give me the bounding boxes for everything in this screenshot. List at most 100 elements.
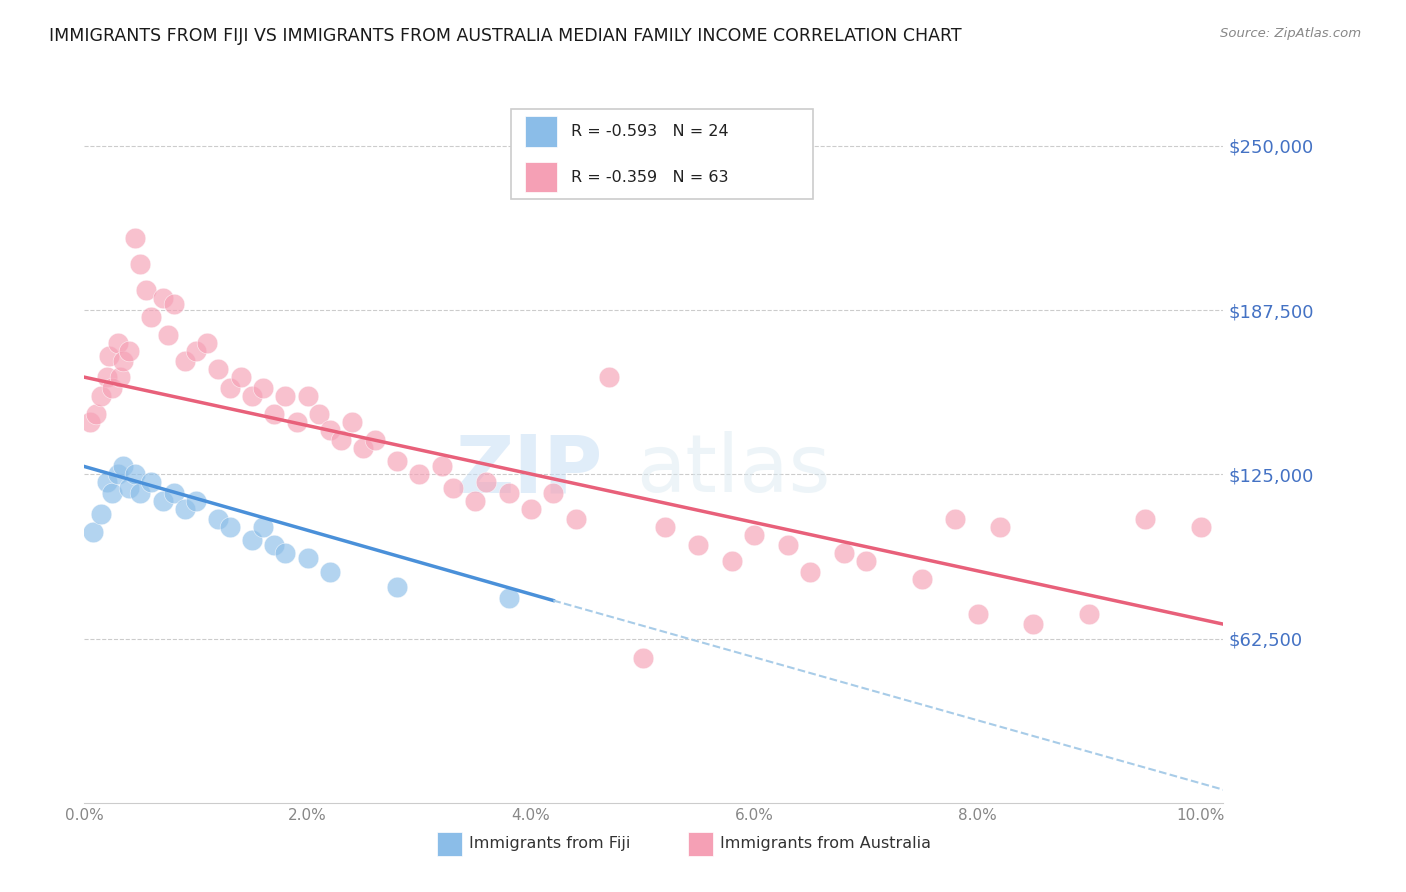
Point bbox=[330, 434, 353, 448]
Point bbox=[911, 573, 934, 587]
Point bbox=[654, 520, 676, 534]
Text: ZIP: ZIP bbox=[456, 432, 603, 509]
Point bbox=[112, 459, 135, 474]
Point bbox=[152, 493, 174, 508]
Point bbox=[441, 481, 464, 495]
Point bbox=[297, 388, 319, 402]
Point bbox=[799, 565, 821, 579]
Point bbox=[631, 651, 654, 665]
Point bbox=[498, 485, 520, 500]
Point bbox=[97, 349, 120, 363]
Point bbox=[163, 296, 186, 310]
Point bbox=[96, 370, 118, 384]
Text: Immigrants from Fiji: Immigrants from Fiji bbox=[470, 837, 631, 852]
Bar bbox=[512, 109, 813, 200]
Point bbox=[124, 231, 146, 245]
Text: IMMIGRANTS FROM FIJI VS IMMIGRANTS FROM AUSTRALIA MEDIAN FAMILY INCOME CORRELATI: IMMIGRANTS FROM FIJI VS IMMIGRANTS FROM … bbox=[49, 27, 962, 45]
Point bbox=[464, 493, 486, 508]
Point bbox=[274, 546, 297, 560]
Point bbox=[218, 381, 240, 395]
Point bbox=[195, 336, 218, 351]
Point bbox=[108, 370, 131, 384]
Point bbox=[112, 354, 135, 368]
Bar bbox=[524, 116, 557, 147]
Point bbox=[564, 512, 586, 526]
Point bbox=[129, 485, 152, 500]
Point bbox=[988, 520, 1011, 534]
Text: Source: ZipAtlas.com: Source: ZipAtlas.com bbox=[1220, 27, 1361, 40]
Point bbox=[543, 485, 565, 500]
Point bbox=[297, 551, 319, 566]
Point bbox=[229, 370, 252, 384]
Point bbox=[342, 415, 364, 429]
Point bbox=[107, 467, 129, 482]
Point bbox=[319, 423, 342, 437]
Point bbox=[353, 441, 375, 455]
Point bbox=[184, 343, 207, 358]
Point bbox=[207, 512, 229, 526]
Text: R = -0.359   N = 63: R = -0.359 N = 63 bbox=[571, 169, 728, 185]
Point bbox=[107, 336, 129, 351]
Point bbox=[82, 525, 104, 540]
Point bbox=[855, 554, 877, 568]
Point bbox=[240, 533, 263, 547]
Text: Immigrants from Australia: Immigrants from Australia bbox=[720, 837, 931, 852]
Point bbox=[135, 284, 157, 298]
Point bbox=[101, 381, 124, 395]
Point bbox=[207, 362, 229, 376]
Point bbox=[688, 538, 710, 552]
Point bbox=[79, 415, 101, 429]
Bar bbox=[688, 832, 713, 855]
Point bbox=[118, 343, 141, 358]
Point bbox=[118, 481, 141, 495]
Point bbox=[141, 310, 163, 324]
Point bbox=[319, 565, 342, 579]
Point bbox=[152, 291, 174, 305]
Point bbox=[475, 475, 498, 490]
Point bbox=[832, 546, 855, 560]
Bar bbox=[524, 162, 557, 193]
Text: R = -0.593   N = 24: R = -0.593 N = 24 bbox=[571, 124, 728, 139]
Point bbox=[721, 554, 744, 568]
Point bbox=[173, 354, 195, 368]
Point bbox=[141, 475, 163, 490]
Point bbox=[218, 520, 240, 534]
Point bbox=[943, 512, 966, 526]
Point bbox=[157, 328, 180, 343]
Point bbox=[84, 407, 107, 421]
Point bbox=[252, 520, 274, 534]
Bar bbox=[437, 832, 463, 855]
Point bbox=[129, 257, 152, 271]
Point bbox=[430, 459, 453, 474]
Point bbox=[1022, 617, 1045, 632]
Point bbox=[252, 381, 274, 395]
Point bbox=[101, 485, 124, 500]
Point bbox=[385, 454, 408, 468]
Point bbox=[90, 507, 112, 521]
Point bbox=[1078, 607, 1101, 621]
Point bbox=[90, 388, 112, 402]
Point bbox=[1133, 512, 1156, 526]
Point bbox=[163, 485, 186, 500]
Point bbox=[96, 475, 118, 490]
Point bbox=[742, 528, 765, 542]
Point bbox=[776, 538, 799, 552]
Point bbox=[263, 538, 285, 552]
Point bbox=[173, 501, 195, 516]
Point bbox=[285, 415, 308, 429]
Point bbox=[184, 493, 207, 508]
Point bbox=[240, 388, 263, 402]
Point bbox=[966, 607, 988, 621]
Point bbox=[274, 388, 297, 402]
Point bbox=[408, 467, 430, 482]
Point bbox=[263, 407, 285, 421]
Point bbox=[520, 501, 543, 516]
Text: atlas: atlas bbox=[637, 432, 831, 509]
Point bbox=[124, 467, 146, 482]
Point bbox=[1189, 520, 1212, 534]
Point bbox=[363, 434, 385, 448]
Point bbox=[385, 580, 408, 594]
Point bbox=[308, 407, 330, 421]
Point bbox=[498, 591, 520, 605]
Point bbox=[598, 370, 620, 384]
